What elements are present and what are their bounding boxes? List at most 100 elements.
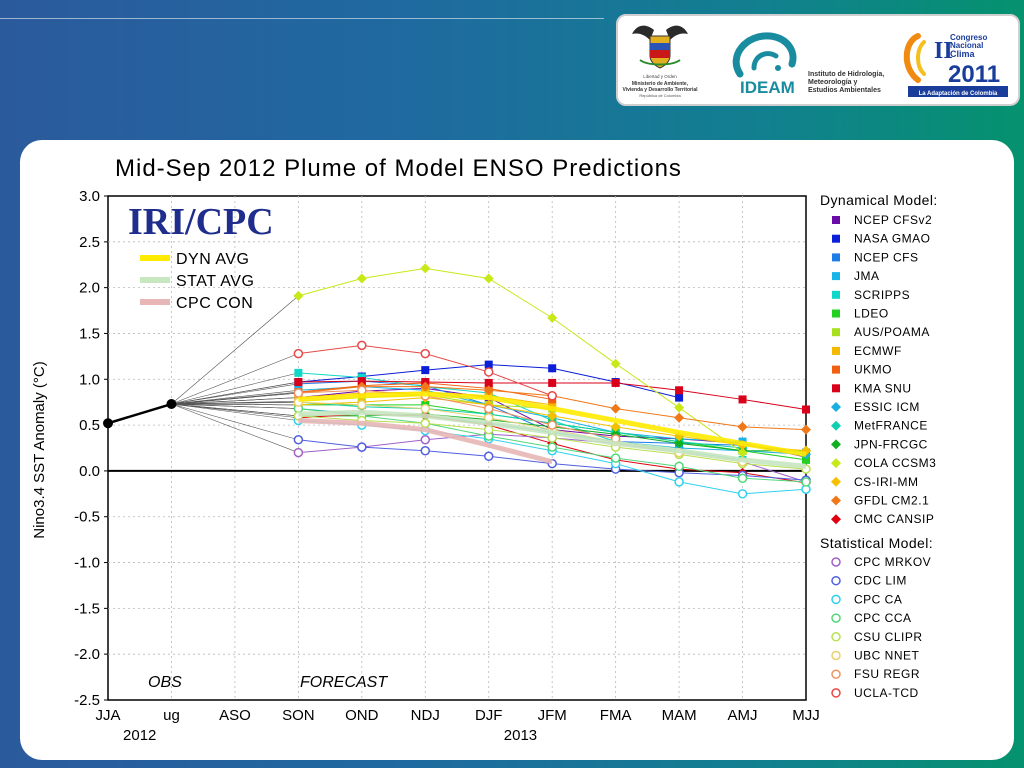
ideam-line-2: Meteorología y — [808, 79, 858, 86]
circle-marker — [483, 451, 494, 461]
circle-marker — [357, 385, 367, 396]
observed-point — [166, 399, 177, 410]
square-marker — [294, 368, 303, 377]
average-legend-label: STAT AVG — [176, 273, 254, 290]
legend-entry-label: KMA SNU — [854, 381, 912, 395]
series-spoke-line — [171, 403, 299, 409]
series-cola-ccsm3 — [171, 263, 748, 458]
series-line — [298, 267, 743, 453]
average-legend-label: DYN AVG — [176, 251, 249, 268]
coat-of-arms-logo — [632, 25, 688, 69]
legend-statistical-title: Statistical Model: — [820, 535, 933, 551]
diamond-marker — [831, 495, 841, 506]
y-tick-label: -2.0 — [74, 646, 100, 663]
series-line — [298, 386, 743, 443]
y-tick-label: 2.5 — [79, 234, 100, 251]
x-axis-year-labels: 2012 2013 — [123, 727, 537, 744]
circle-marker — [357, 442, 367, 452]
legend-entry-label: FSU REGR — [854, 667, 920, 681]
x-tick-label: OND — [345, 707, 379, 724]
circle-marker — [420, 348, 431, 359]
y-tick-label: 3.0 — [79, 188, 100, 205]
average-lines — [298, 391, 807, 469]
square-marker — [357, 377, 366, 386]
legend-dynamical-title: Dynamical Model: — [820, 192, 938, 208]
legend-entry-label: CPC MRKOV — [854, 555, 931, 569]
circle-marker — [420, 403, 431, 414]
circle-marker — [293, 447, 304, 458]
y-tick-label: 0.5 — [79, 417, 100, 434]
average-line-dyn-avg — [298, 391, 807, 457]
congreso-clima-logo — [903, 33, 1008, 97]
circle-marker — [831, 632, 841, 642]
y-tick-label: 2.0 — [79, 280, 100, 297]
square-marker — [832, 384, 840, 393]
y-tick-label: -0.5 — [74, 509, 100, 526]
diamond-marker — [356, 273, 367, 284]
circle-marker — [483, 424, 494, 435]
series-spoke-line — [171, 381, 299, 405]
diamond-marker — [801, 424, 811, 435]
circle-marker — [831, 688, 841, 698]
circle-marker — [737, 473, 748, 483]
circle-marker — [831, 650, 841, 661]
circle-marker — [293, 388, 304, 398]
circle-marker — [831, 575, 841, 586]
x-tick-label: DJF — [475, 707, 503, 724]
ideam-logo-mark — [732, 32, 797, 78]
x-tick-label: ASO — [219, 707, 251, 724]
x-tick-label: SON — [282, 707, 315, 724]
forecast-series — [171, 263, 811, 499]
year-label: 2013 — [504, 727, 537, 744]
diamond-marker — [293, 290, 304, 301]
diamond-marker — [737, 421, 748, 432]
square-marker — [675, 393, 684, 402]
square-marker — [832, 309, 840, 318]
y-axis-tick-labels: 3.0 2.5 2.0 1.5 1.0 0.5 0.0 -0.5 -1.0 -1.5 -2.0 -2.… — [74, 188, 108, 709]
diamond-marker — [420, 381, 431, 392]
diamond-marker — [831, 514, 841, 525]
diamond-marker — [610, 358, 621, 369]
legend-entry-label: MetFRANCE — [854, 419, 928, 433]
average-legend: DYN AVG STAT AVG CPC CON — [140, 251, 254, 312]
circle-marker — [547, 442, 557, 452]
square-marker — [548, 378, 557, 387]
legend-entry-label: CPC CA — [854, 592, 902, 606]
iri-cpc-watermark: IRI/CPC — [128, 201, 274, 243]
series-spoke-line — [171, 403, 299, 441]
chart-card: Mid-Sep 2012 Plume of Model ENSO Predict… — [20, 140, 1014, 760]
circle-marker — [831, 613, 841, 623]
circle-marker — [831, 669, 841, 679]
series-spoke-line — [171, 383, 299, 405]
square-marker — [484, 378, 493, 387]
legend-entry-label: NCEP CFS — [854, 250, 918, 264]
square-marker — [802, 455, 810, 464]
legend-entry-label: ESSIC ICM — [854, 400, 920, 414]
congreso-line-2: Nacional — [950, 41, 983, 50]
x-tick-label: AMJ — [728, 707, 758, 724]
legend-entry-label: UCLA-TCD — [854, 686, 919, 700]
diamond-marker — [831, 420, 841, 431]
square-marker — [611, 378, 620, 387]
ideam-line-1: Instituto de Hidrología, — [808, 71, 884, 78]
circle-marker — [674, 461, 684, 472]
diamond-marker — [674, 412, 685, 423]
diamond-marker — [831, 402, 841, 412]
square-marker — [738, 395, 747, 404]
legend-entry-label: COLA CCSM3 — [854, 456, 936, 470]
series-spoke-line — [171, 403, 299, 421]
circle-marker — [831, 594, 841, 605]
logo-banner-graphics: Libertad y Orden Ministerio de Ambiente,… — [622, 25, 1008, 98]
diamond-marker — [610, 403, 621, 414]
forecast-label: FORECAST — [300, 674, 388, 691]
legend-entry-label: UBC NNET — [854, 649, 920, 663]
series-spoke-line — [171, 353, 299, 405]
congreso-line-3: Clima — [950, 49, 976, 59]
year-label: 2012 — [123, 727, 156, 744]
legend-entry-label: NASA GMAO — [854, 232, 931, 246]
slide-divider-line — [0, 18, 604, 19]
legend-entry-label: CS-IRI-MM — [854, 475, 919, 489]
square-marker — [832, 216, 840, 224]
series-spoke-line — [171, 401, 299, 405]
average-line-stat-avg — [298, 409, 807, 469]
